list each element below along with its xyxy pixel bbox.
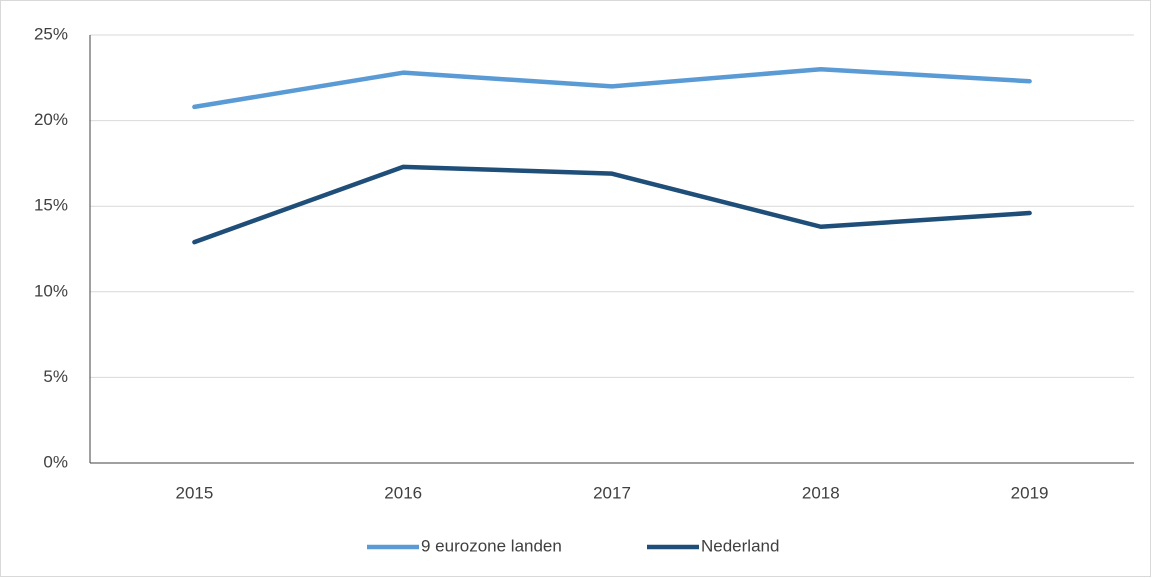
y-tick-label: 15% <box>34 196 68 215</box>
legend-label: Nederland <box>701 536 779 555</box>
y-tick-label: 5% <box>43 367 68 386</box>
legend-label: 9 eurozone landen <box>421 536 562 555</box>
y-tick-label: 20% <box>34 110 68 129</box>
y-tick-label: 25% <box>34 24 68 43</box>
x-tick-label: 2016 <box>384 483 422 502</box>
x-tick-label: 2018 <box>802 483 840 502</box>
x-tick-label: 2015 <box>175 483 213 502</box>
y-tick-label: 0% <box>43 452 68 471</box>
y-tick-label: 10% <box>34 281 68 300</box>
x-tick-label: 2019 <box>1011 483 1049 502</box>
series-line <box>192 66 1032 110</box>
x-tick-label: 2017 <box>593 483 631 502</box>
series-line <box>192 164 1032 245</box>
